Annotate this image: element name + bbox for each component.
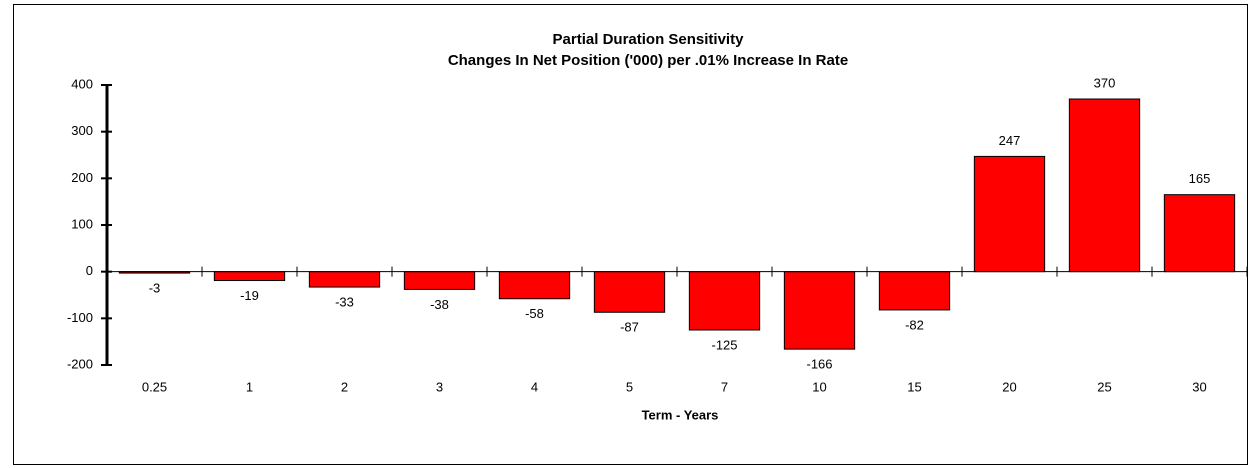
bar [1068, 98, 1141, 273]
data-label: -19 [240, 288, 259, 303]
y-tick-label: 300 [71, 123, 93, 138]
x-tick-label: 0.25 [142, 379, 167, 394]
y-tick-label: 200 [71, 170, 93, 185]
x-tick-label: 1 [246, 379, 253, 394]
x-tick-label: 4 [531, 379, 538, 394]
data-label: -33 [335, 295, 354, 310]
x-tick-label: 20 [1002, 379, 1016, 394]
x-tick-label: 25 [1097, 379, 1111, 394]
y-tick-label: 400 [71, 76, 93, 91]
chart-frame [13, 4, 1248, 465]
y-tick-label: 100 [71, 216, 93, 231]
data-label: -125 [711, 337, 737, 352]
data-label: 370 [1094, 75, 1116, 90]
chart-title: Partial Duration Sensitivity [553, 31, 745, 48]
data-label: -82 [905, 317, 924, 332]
x-tick-label: 7 [721, 379, 728, 394]
bar [403, 271, 476, 290]
chart-subtitle: Changes In Net Position ('000) per .01% … [448, 52, 848, 69]
y-tick-label: -100 [67, 310, 93, 325]
bar [783, 271, 856, 350]
x-tick-label: 5 [626, 379, 633, 394]
bar [973, 155, 1046, 273]
data-label: -38 [430, 297, 449, 312]
data-label: -87 [620, 320, 639, 335]
data-label: -166 [806, 357, 832, 372]
data-label: -58 [525, 306, 544, 321]
data-label: -3 [149, 281, 161, 296]
bar [688, 271, 761, 331]
data-label: 247 [999, 133, 1021, 148]
x-tick-label: 30 [1192, 379, 1206, 394]
x-tick-label: 15 [907, 379, 921, 394]
bar [1163, 194, 1236, 273]
bar [593, 271, 666, 313]
x-axis-title: Term - Years [642, 407, 719, 422]
bar [498, 271, 571, 300]
bar [213, 271, 286, 282]
x-tick-label: 3 [436, 379, 443, 394]
y-tick-label: 0 [86, 263, 93, 278]
x-tick-label: 2 [341, 379, 348, 394]
y-tick-label: -200 [67, 356, 93, 371]
x-tick-label: 10 [812, 379, 826, 394]
data-label: 165 [1189, 171, 1211, 186]
bar [878, 271, 951, 311]
bar [308, 271, 381, 288]
